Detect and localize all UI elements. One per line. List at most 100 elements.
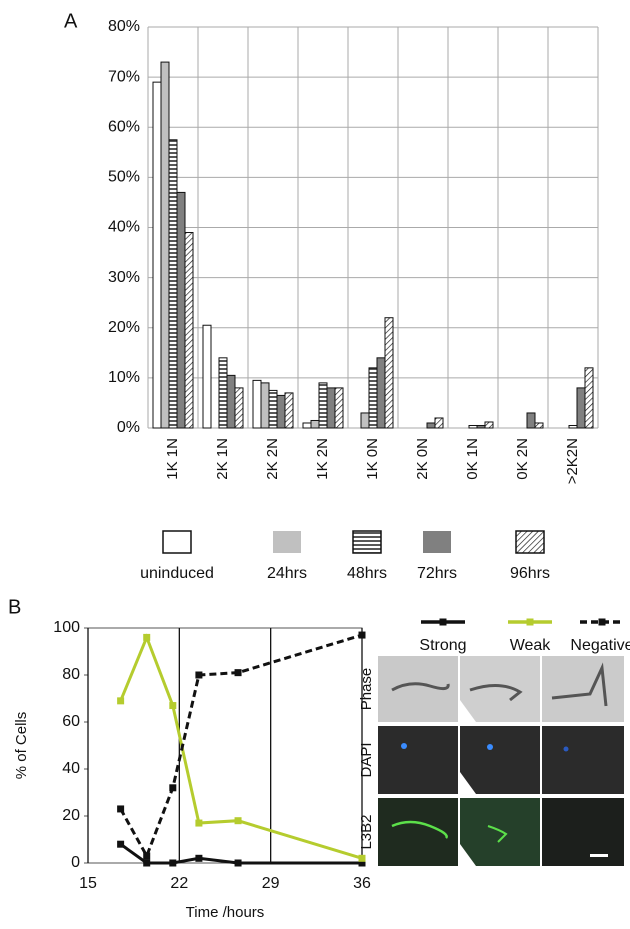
image-dapi	[460, 726, 540, 794]
figure: A B 0%10%20%30%40%50%60%70%80%1K 1N2K 1N…	[0, 0, 630, 924]
point	[195, 820, 202, 827]
legend-label: Strong	[419, 637, 466, 654]
bar	[285, 393, 293, 428]
y-tick-label: 60	[62, 713, 80, 730]
nucleus	[564, 747, 569, 752]
y-tick-label: 40%	[108, 219, 140, 236]
bar	[161, 62, 169, 428]
y-tick-label: 50%	[108, 169, 140, 186]
bar	[527, 413, 535, 428]
row-label: Phase	[358, 668, 375, 711]
x-tick-label: 22	[170, 875, 188, 892]
bar	[435, 418, 443, 428]
bar	[385, 318, 393, 428]
legend-marker	[527, 619, 534, 626]
bar	[185, 233, 193, 428]
y-tick-label: 80	[62, 666, 80, 683]
bar	[169, 140, 177, 428]
point	[359, 855, 366, 862]
x-tick-label: 2K 2N	[264, 438, 281, 480]
point	[235, 817, 242, 824]
y-tick-label: 60%	[108, 118, 140, 135]
x-tick-label: 1K 1N	[164, 438, 181, 480]
y-tick-label: 0	[71, 854, 80, 871]
x-axis-label: Time /hours	[186, 904, 265, 921]
legend-label: 96hrs	[510, 565, 550, 582]
point	[359, 632, 366, 639]
x-tick-label: 29	[262, 875, 280, 892]
y-tick-label: 20%	[108, 319, 140, 336]
point	[143, 860, 150, 867]
point	[143, 852, 150, 859]
bar	[335, 388, 343, 428]
bar	[269, 390, 277, 428]
x-tick-label: 36	[353, 875, 371, 892]
nucleus	[401, 743, 407, 749]
bar	[219, 358, 227, 428]
row-label: DAPI	[358, 742, 375, 777]
legend-label: uninduced	[140, 565, 214, 582]
x-tick-label: 0K 1N	[464, 438, 481, 480]
row-label: L3B2	[358, 814, 375, 849]
x-tick-label: 15	[79, 875, 97, 892]
nucleus	[487, 744, 493, 750]
point	[169, 784, 176, 791]
point	[235, 860, 242, 867]
legend-swatch	[516, 531, 544, 553]
y-tick-label: 100	[53, 619, 80, 636]
bar	[277, 395, 285, 428]
bar	[203, 325, 211, 428]
bar	[577, 388, 585, 428]
point	[169, 702, 176, 709]
bar	[377, 358, 385, 428]
x-tick-label: 0K 2N	[514, 438, 531, 480]
point	[195, 855, 202, 862]
x-tick-label: 2K 0N	[414, 438, 431, 480]
point	[235, 669, 242, 676]
bar	[177, 192, 185, 428]
bar	[469, 425, 477, 428]
micrograph	[378, 656, 624, 866]
bar	[327, 388, 335, 428]
bar	[227, 375, 235, 428]
image-l3b2	[378, 798, 458, 866]
plot-frame	[88, 628, 362, 863]
bar	[369, 368, 377, 428]
x-tick-label: 1K 0N	[364, 438, 381, 480]
bar	[585, 368, 593, 428]
bar	[153, 82, 161, 428]
point	[169, 860, 176, 867]
image-phase	[542, 656, 624, 722]
legend-label: Negative	[570, 637, 630, 654]
point	[117, 841, 124, 848]
point	[195, 672, 202, 679]
legend-label: Weak	[510, 637, 552, 654]
panel-letter: B	[8, 596, 21, 618]
bar	[485, 422, 493, 428]
bar	[477, 425, 485, 428]
bar	[235, 388, 243, 428]
legend-swatch	[163, 531, 191, 553]
scale-bar	[590, 854, 608, 857]
y-tick-label: 10%	[108, 369, 140, 386]
x-tick-label: >2K2N	[564, 438, 581, 484]
bar	[569, 425, 577, 428]
bar	[253, 380, 261, 428]
y-tick-label: 80%	[108, 18, 140, 35]
point	[117, 697, 124, 704]
legend-swatch	[423, 531, 451, 553]
legend-swatch	[353, 531, 381, 553]
y-axis-label: % of Cells	[13, 712, 30, 780]
y-tick-label: 40	[62, 760, 80, 777]
bar	[361, 413, 369, 428]
legend-marker	[440, 619, 447, 626]
point	[143, 634, 150, 641]
y-tick-label: 30%	[108, 269, 140, 286]
bar	[427, 423, 435, 428]
legend-label: 24hrs	[267, 565, 307, 582]
legend-swatch	[273, 531, 301, 553]
image-l3b2	[542, 798, 624, 866]
bar	[261, 383, 269, 428]
y-tick-label: 0%	[117, 419, 140, 436]
bar	[319, 383, 327, 428]
